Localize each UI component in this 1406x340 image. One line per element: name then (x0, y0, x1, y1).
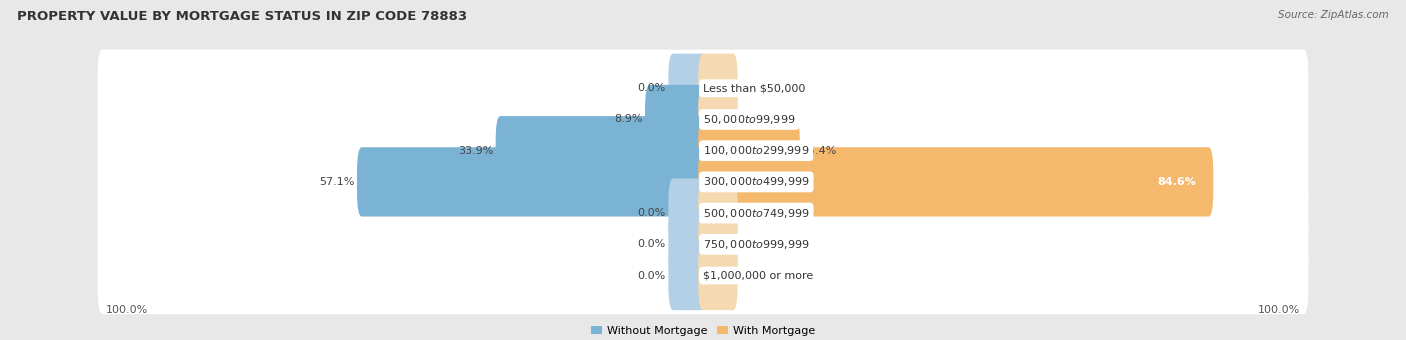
FancyBboxPatch shape (699, 54, 738, 123)
FancyBboxPatch shape (668, 54, 707, 123)
FancyBboxPatch shape (699, 147, 1213, 217)
Text: 84.6%: 84.6% (1157, 177, 1197, 187)
Text: 0.0%: 0.0% (638, 83, 666, 93)
Text: 0.0%: 0.0% (740, 239, 768, 249)
FancyBboxPatch shape (97, 50, 1309, 127)
FancyBboxPatch shape (668, 241, 707, 310)
Text: 0.0%: 0.0% (740, 115, 768, 124)
FancyBboxPatch shape (496, 116, 707, 185)
Text: $50,000 to $99,999: $50,000 to $99,999 (703, 113, 796, 126)
Text: 0.0%: 0.0% (638, 239, 666, 249)
FancyBboxPatch shape (97, 81, 1309, 158)
Text: 0.0%: 0.0% (740, 208, 768, 218)
FancyBboxPatch shape (97, 237, 1309, 314)
Text: PROPERTY VALUE BY MORTGAGE STATUS IN ZIP CODE 78883: PROPERTY VALUE BY MORTGAGE STATUS IN ZIP… (17, 10, 467, 23)
FancyBboxPatch shape (97, 112, 1309, 189)
Text: 57.1%: 57.1% (319, 177, 354, 187)
Text: Less than $50,000: Less than $50,000 (703, 83, 806, 93)
FancyBboxPatch shape (97, 206, 1309, 283)
FancyBboxPatch shape (668, 178, 707, 248)
Text: $1,000,000 or more: $1,000,000 or more (703, 271, 813, 280)
FancyBboxPatch shape (699, 241, 738, 310)
Text: 0.0%: 0.0% (740, 83, 768, 93)
Text: 100.0%: 100.0% (105, 305, 148, 314)
Text: $500,000 to $749,999: $500,000 to $749,999 (703, 207, 810, 220)
FancyBboxPatch shape (699, 210, 738, 279)
FancyBboxPatch shape (97, 174, 1309, 252)
Text: 0.0%: 0.0% (638, 271, 666, 280)
Text: 8.9%: 8.9% (614, 115, 643, 124)
FancyBboxPatch shape (699, 178, 738, 248)
FancyBboxPatch shape (357, 147, 707, 217)
Text: 0.0%: 0.0% (740, 271, 768, 280)
FancyBboxPatch shape (645, 85, 707, 154)
Text: 33.9%: 33.9% (458, 146, 494, 156)
Legend: Without Mortgage, With Mortgage: Without Mortgage, With Mortgage (586, 321, 820, 340)
Text: $100,000 to $299,999: $100,000 to $299,999 (703, 144, 810, 157)
FancyBboxPatch shape (699, 85, 738, 154)
Text: 15.4%: 15.4% (803, 146, 838, 156)
Text: 100.0%: 100.0% (1258, 305, 1301, 314)
FancyBboxPatch shape (668, 210, 707, 279)
Text: $750,000 to $999,999: $750,000 to $999,999 (703, 238, 810, 251)
Text: Source: ZipAtlas.com: Source: ZipAtlas.com (1278, 10, 1389, 20)
Text: 0.0%: 0.0% (638, 208, 666, 218)
FancyBboxPatch shape (699, 116, 800, 185)
FancyBboxPatch shape (97, 143, 1309, 221)
Text: $300,000 to $499,999: $300,000 to $499,999 (703, 175, 810, 188)
